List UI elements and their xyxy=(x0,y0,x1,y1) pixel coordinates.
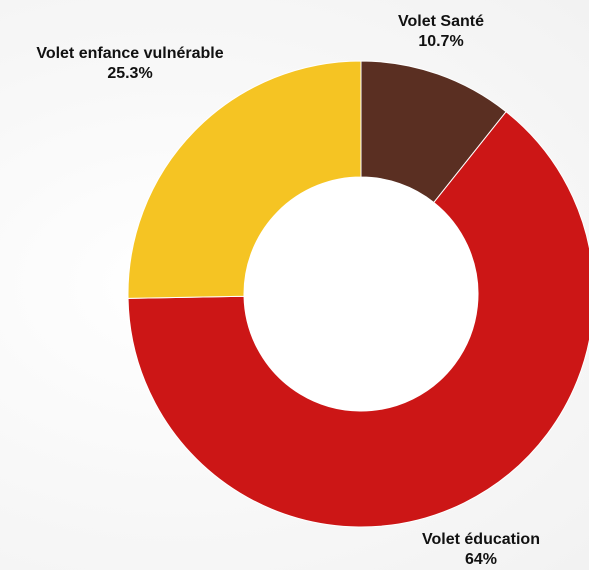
label-volet-enfance: Volet enfance vulnérable 25.3% xyxy=(5,44,255,84)
label-volet-education-value: 64% xyxy=(401,550,561,570)
label-volet-enfance-value: 25.3% xyxy=(5,64,255,84)
label-volet-enfance-name: Volet enfance vulnérable xyxy=(5,44,255,64)
label-volet-sante-name: Volet Santé xyxy=(381,12,501,32)
label-volet-education-name: Volet éducation xyxy=(401,530,561,550)
donut-hole xyxy=(244,177,478,411)
label-volet-education: Volet éducation 64% xyxy=(401,530,561,570)
label-volet-sante: Volet Santé 10.7% xyxy=(381,12,501,52)
label-volet-sante-value: 10.7% xyxy=(381,32,501,52)
